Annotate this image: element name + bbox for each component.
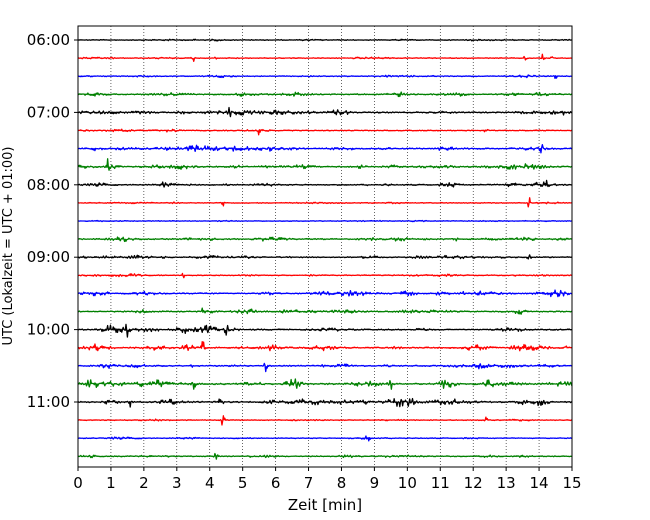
seismic-trace — [77, 378, 573, 390]
seismic-trace — [77, 91, 573, 98]
y-axis-label: UTC (Lokalzeit = UTC + 01:00) — [1, 147, 16, 346]
seismic-trace — [77, 219, 573, 223]
seismic-trace — [77, 415, 573, 426]
plot-frame — [77, 25, 573, 468]
x-tick-label: 8 — [337, 474, 347, 492]
y-tick-label: 06:00 — [27, 31, 70, 49]
seismic-trace — [77, 128, 573, 136]
seismic-trace — [77, 362, 573, 373]
x-tick-label: 9 — [370, 474, 380, 492]
seismic-trace — [77, 106, 573, 118]
seismic-trace — [77, 340, 573, 352]
x-axis-label: Zeit [min] — [288, 496, 362, 514]
x-tick-label: 7 — [304, 474, 314, 492]
x-tick-label: 12 — [464, 474, 483, 492]
seismic-trace — [77, 435, 573, 442]
x-tick-label: 0 — [73, 474, 83, 492]
y-tick-label: 07:00 — [27, 103, 70, 121]
seismic-trace — [77, 197, 573, 208]
y-axis-ticks: 06:00 07:00 08:00 09:00 10:00 11:00 — [27, 31, 78, 411]
traces — [77, 38, 573, 460]
x-tick-label: 14 — [530, 474, 549, 492]
x-axis-ticks: 0 1 2 3 4 5 6 7 8 9 10 11 12 13 14 15 — [73, 467, 582, 492]
x-tick-label: 3 — [172, 474, 182, 492]
x-tick-label: 13 — [497, 474, 516, 492]
x-tick-label: 15 — [562, 474, 581, 492]
y-tick-label: 10:00 — [27, 321, 70, 339]
x-tick-label: 1 — [106, 474, 116, 492]
x-tick-label: 6 — [271, 474, 281, 492]
seismic-trace — [77, 323, 573, 338]
seismic-trace — [77, 307, 573, 315]
seismic-trace — [77, 397, 573, 408]
x-tick-label: 10 — [398, 474, 417, 492]
seismic-trace — [77, 144, 573, 154]
seismic-trace — [77, 236, 573, 243]
seismic-trace — [77, 452, 573, 460]
y-tick-label: 11:00 — [27, 393, 70, 411]
y-tick-label: 08:00 — [27, 176, 70, 194]
x-tick-label: 2 — [139, 474, 149, 492]
x-tick-label: 4 — [205, 474, 215, 492]
seismic-trace — [77, 254, 573, 260]
seismic-trace — [77, 289, 573, 298]
seismic-trace — [77, 53, 573, 63]
x-tick-label: 5 — [238, 474, 248, 492]
seismic-trace — [77, 158, 573, 171]
y-tick-label: 09:00 — [27, 248, 70, 266]
x-tick-label: 11 — [431, 474, 450, 492]
seismic-trace — [77, 74, 573, 80]
seismic-trace — [77, 272, 573, 279]
plot-background — [78, 26, 572, 467]
seismic-trace — [77, 38, 573, 42]
seismic-trace — [77, 179, 573, 188]
